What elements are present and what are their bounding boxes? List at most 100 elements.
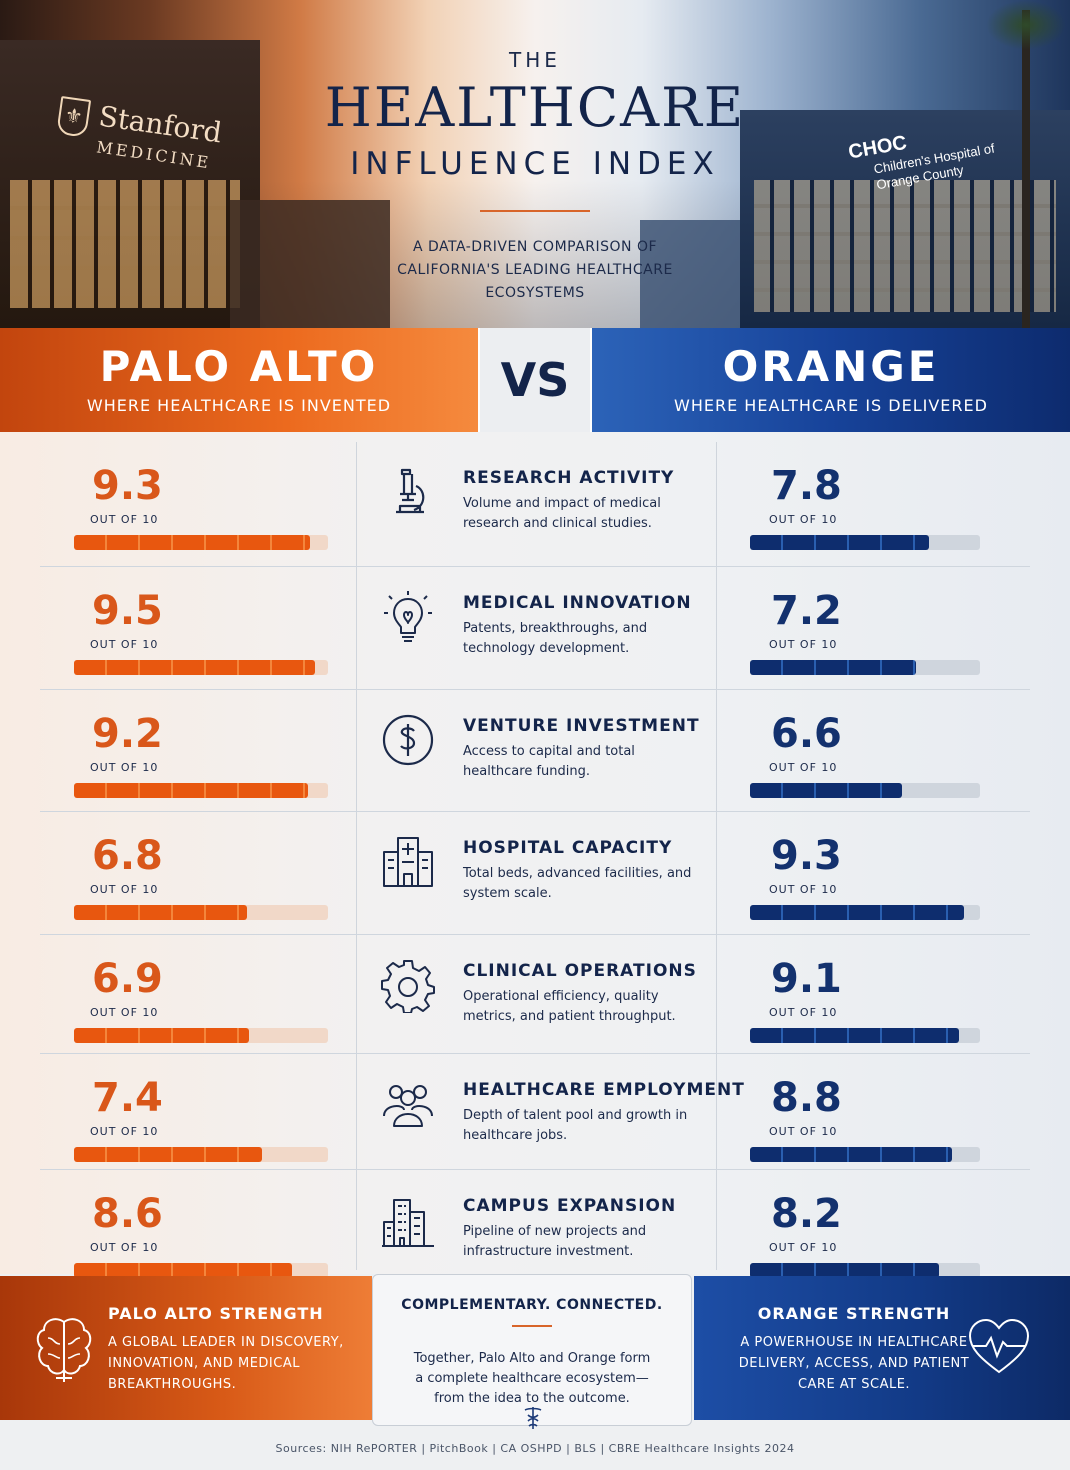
palo-alto-score: 6.9 [92,956,163,1002]
metric-title: MEDICAL INNOVATION [463,593,692,613]
palo-alto-bar-track [74,1263,328,1278]
orange-score: 8.8 [771,1075,842,1121]
metric-title: RESEARCH ACTIVITY [463,468,675,488]
lightbulb-icon [384,591,432,642]
orange-bar [750,1147,953,1162]
metric-row: 8.6 OUT OF 10 CAMPUS EXPANSION Pipeline of … [40,1170,1030,1278]
metric-title: VENTURE INVESTMENT [463,716,700,736]
caduceus-icon [524,1407,542,1429]
page-title: HEALTHCARE [324,76,746,139]
gear-icon [381,960,435,1013]
title-divider [480,210,590,212]
orange-bar-track [750,1028,980,1043]
palo-alto-bar-track [74,660,328,675]
orange-bar [750,1263,939,1278]
palo-alto-city-name: PALO ALTO [99,342,379,391]
complementary-divider [512,1325,552,1327]
orange-score: 8.2 [771,1191,842,1237]
vs-label: VS [478,328,592,432]
orange-score: 7.8 [771,463,842,509]
metric-title: CAMPUS EXPANSION [463,1196,677,1216]
palo-alto-strength-title: PALO ALTO STRENGTH [108,1304,324,1323]
palo-alto-bar-track [74,1028,328,1043]
microscope-icon [396,468,425,514]
metric-description: Patents, breakthroughs, and technology d… [463,621,648,656]
stanford-building-image [0,40,260,328]
metric-row: 7.4 OUT OF 10 HEALTHCARE EMPLOYMENT Depth o… [40,1054,1030,1170]
hospital-icon [383,837,433,887]
page-subtitle: INFLUENCE INDEX [350,146,720,182]
orange-out-of-label: OUT OF 10 [769,761,838,774]
orange-bar-track [750,660,980,675]
palo-alto-out-of-label: OUT OF 10 [90,883,159,896]
palo-alto-bar [74,660,316,675]
orange-bar-track [750,783,980,798]
column-divider-right [716,442,717,1270]
page-description: A DATA-DRIVEN COMPARISON OF CALIFORNIA'S… [397,239,673,301]
sources-line: Sources: NIH RePORTER | PitchBook | CA O… [275,1442,795,1455]
palo-alto-score: 9.2 [92,711,163,757]
title-the: THE [509,48,561,72]
metric-row: 9.3 OUT OF 10 RESEARCH ACTIVITY Volume and … [40,442,1030,567]
choc-building-image [740,110,1070,328]
metric-row: 9.2 OUT OF 10 VENTURE INVESTMENT Access to … [40,690,1030,812]
stanford-shield-icon: ⚜ [56,95,92,138]
orange-out-of-label: OUT OF 10 [769,1125,838,1138]
title-block: THE HEALTHCARE INFLUENCE INDEX A DATA-DR… [280,48,790,305]
metrics-panel [0,432,1070,1274]
palm-tree-trunk [1022,10,1030,328]
complementary-panel: COMPLEMENTARY. CONNECTED. Together, Palo… [372,1274,692,1429]
stanford-building-windows [10,180,240,308]
orange-strength-panel: ORANGE STRENGTH A POWERHOUSE IN HEALTHCA… [694,1276,1070,1420]
metric-description: Pipeline of new projects and infrastruct… [463,1224,647,1259]
choc-building-windows [754,180,1056,312]
palo-alto-score: 7.4 [92,1075,163,1121]
column-divider-left [356,442,357,1270]
metric-description: Access to capital and total healthcare f… [463,744,635,779]
orange-score: 7.2 [771,588,842,634]
heartbeat-icon [968,1318,1030,1374]
orange-strength-title: ORANGE STRENGTH [757,1304,951,1323]
orange-city-name: ORANGE [722,342,940,391]
palo-alto-bar-track [74,1147,328,1162]
orange-bar-track [750,1263,980,1278]
brain-icon [36,1318,92,1382]
palo-alto-bar [74,783,308,798]
people-icon [383,1085,433,1127]
orange-bar [750,535,930,550]
metric-row: 6.8 OUT OF 10 HOSPITAL CAPACITY Total beds,… [40,812,1030,935]
palo-alto-score: 8.6 [92,1191,163,1237]
palo-alto-score: 9.5 [92,588,163,634]
orange-score: 9.1 [771,956,842,1002]
metric-description: Volume and impact of medical research an… [463,496,661,531]
palo-alto-bar-track [74,783,328,798]
metric-description: Operational efficiency, quality metrics,… [463,989,676,1024]
buildings-icon [382,1199,434,1247]
orange-out-of-label: OUT OF 10 [769,1241,838,1254]
dollar-icon [382,714,434,766]
hero-banner: ⚜ Stanford MEDICINE CHOC Children's Hosp… [0,0,1070,328]
metric-title: CLINICAL OPERATIONS [463,961,697,981]
palo-alto-bar [74,905,247,920]
orange-bar [750,783,902,798]
metric-row: 6.9 OUT OF 10 CLINICAL OPERATIONS Operation… [40,935,1030,1054]
vs-banner: PALO ALTO WHERE HEALTHCARE IS INVENTED V… [0,328,1070,432]
orange-score: 9.3 [771,833,842,879]
metric-title: HOSPITAL CAPACITY [463,838,673,858]
orange-out-of-label: OUT OF 10 [769,883,838,896]
palo-alto-out-of-label: OUT OF 10 [90,513,159,526]
orange-bar-track [750,535,980,550]
orange-out-of-label: OUT OF 10 [769,1006,838,1019]
palo-alto-score: 9.3 [92,463,163,509]
palo-alto-out-of-label: OUT OF 10 [90,761,159,774]
palo-alto-strength-panel: PALO ALTO STRENGTH A GLOBAL LEADER IN DI… [0,1276,372,1420]
orange-out-of-label: OUT OF 10 [769,638,838,651]
orange-score: 6.6 [771,711,842,757]
palo-alto-strength-text: A GLOBAL LEADER IN DISCOVERY, INNOVATION… [108,1335,344,1392]
palo-alto-bar [74,1147,262,1162]
metric-title: HEALTHCARE EMPLOYMENT [463,1080,745,1100]
complementary-text: Together, Palo Alto and Orange form a co… [413,1351,651,1406]
stanford-annex-image [230,200,390,328]
palo-alto-bar [74,1263,293,1278]
orange-bar [750,1028,960,1043]
